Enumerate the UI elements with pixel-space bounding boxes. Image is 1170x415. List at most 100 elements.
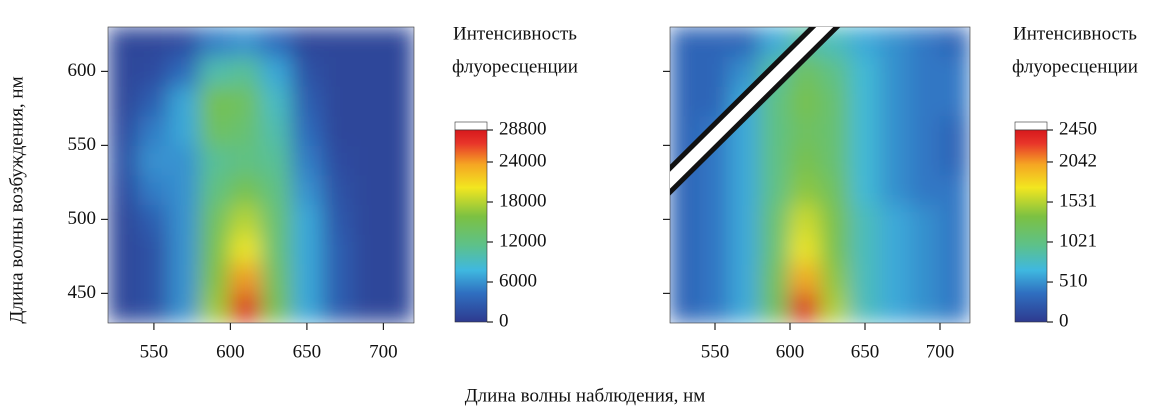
heat-cell (910, 86, 941, 117)
colorbar-tick-label: 24000 (499, 150, 547, 171)
heat-cell (760, 263, 791, 294)
heat-cell (261, 204, 293, 235)
heat-cell (291, 204, 323, 235)
heat-cell (169, 56, 201, 87)
heat-cell (230, 175, 262, 206)
heat-cell (940, 293, 971, 324)
heat-cell (790, 263, 821, 294)
heat-cell (383, 115, 415, 146)
heat-cell (850, 204, 881, 235)
heat-cell (790, 293, 821, 324)
heat-cell (169, 263, 201, 294)
y-tick-label: 500 (68, 208, 97, 229)
heat-cell (108, 175, 140, 206)
heat-cell (910, 145, 941, 176)
heat-cell (383, 175, 415, 206)
heat-cell (138, 204, 170, 235)
heat-cell (790, 234, 821, 265)
heat-cell (700, 56, 731, 87)
heat-cell (352, 27, 384, 58)
heat-cell (383, 204, 415, 235)
heat-cell (940, 27, 971, 58)
heat-cell (940, 234, 971, 265)
heat-cell (910, 175, 941, 206)
heat-cell (199, 86, 231, 117)
heat-cell (230, 56, 262, 87)
heat-cell (352, 204, 384, 235)
heat-cell (940, 204, 971, 235)
heat-cell (670, 27, 701, 58)
heat-cell (910, 293, 941, 324)
heat-cell (230, 293, 262, 324)
colorbar-top (1015, 122, 1047, 130)
heat-cell (910, 27, 941, 58)
heat-cell (352, 293, 384, 324)
heat-cell (322, 27, 354, 58)
heat-cell (820, 145, 851, 176)
heat-cell (880, 145, 911, 176)
heat-cell (730, 293, 761, 324)
heat-cell (138, 175, 170, 206)
heat-cell (230, 204, 262, 235)
heat-cell (352, 115, 384, 146)
heat-cell (352, 263, 384, 294)
heat-cell (670, 263, 701, 294)
heat-cell (880, 115, 911, 146)
heat-cell (730, 175, 761, 206)
heat-cell (940, 263, 971, 294)
heat-cell (138, 27, 170, 58)
heat-cell (291, 86, 323, 117)
heat-cell (730, 234, 761, 265)
colorbar-tick-label: 28800 (499, 118, 547, 139)
heat-cell (291, 234, 323, 265)
y-tick-label: 550 (68, 134, 97, 155)
heat-cell (910, 56, 941, 87)
colorbar-tick-label: 0 (1059, 310, 1069, 331)
heat-cell (261, 115, 293, 146)
heat-cell (850, 145, 881, 176)
heat-cell (820, 175, 851, 206)
heat-cell (880, 293, 911, 324)
heat-cell (169, 204, 201, 235)
heat-cell (880, 175, 911, 206)
heat-cell (261, 86, 293, 117)
heat-cell (760, 145, 791, 176)
heat-cell (670, 293, 701, 324)
heat-cell (760, 293, 791, 324)
heat-cell (730, 263, 761, 294)
heat-cell (880, 56, 911, 87)
x-axis-label: Длина волны наблюдения, нм (465, 385, 706, 406)
x-tick-label: 650 (293, 341, 322, 362)
colorbar-tick-label: 2450 (1059, 118, 1097, 139)
heat-cell (199, 56, 231, 87)
heat-cell (790, 175, 821, 206)
heat-cell (700, 293, 731, 324)
heat-cell (108, 263, 140, 294)
heat-cell (790, 86, 821, 117)
heat-cell (169, 145, 201, 176)
colorbar-tick-label: 1021 (1059, 230, 1097, 251)
heat-cell (910, 115, 941, 146)
heat-cell (760, 234, 791, 265)
heat-cell (169, 293, 201, 324)
heat-cell (383, 145, 415, 176)
x-tick-label: 550 (701, 341, 730, 362)
heat-cell (199, 145, 231, 176)
heat-cell (322, 115, 354, 146)
heat-cell (700, 175, 731, 206)
heat-cell (261, 27, 293, 58)
heat-cell (230, 86, 262, 117)
heat-cell (291, 27, 323, 58)
heat-cell (108, 56, 140, 87)
colorbar-title: флуоресценции (1012, 56, 1138, 77)
heat-cell (322, 86, 354, 117)
heat-cell (383, 86, 415, 117)
heat-cell (108, 145, 140, 176)
heat-cell (108, 234, 140, 265)
heat-cell (169, 86, 201, 117)
heat-cell (138, 86, 170, 117)
heat-cell (352, 56, 384, 87)
plot-area (108, 27, 415, 324)
heat-cell (138, 263, 170, 294)
heat-cell (383, 293, 415, 324)
